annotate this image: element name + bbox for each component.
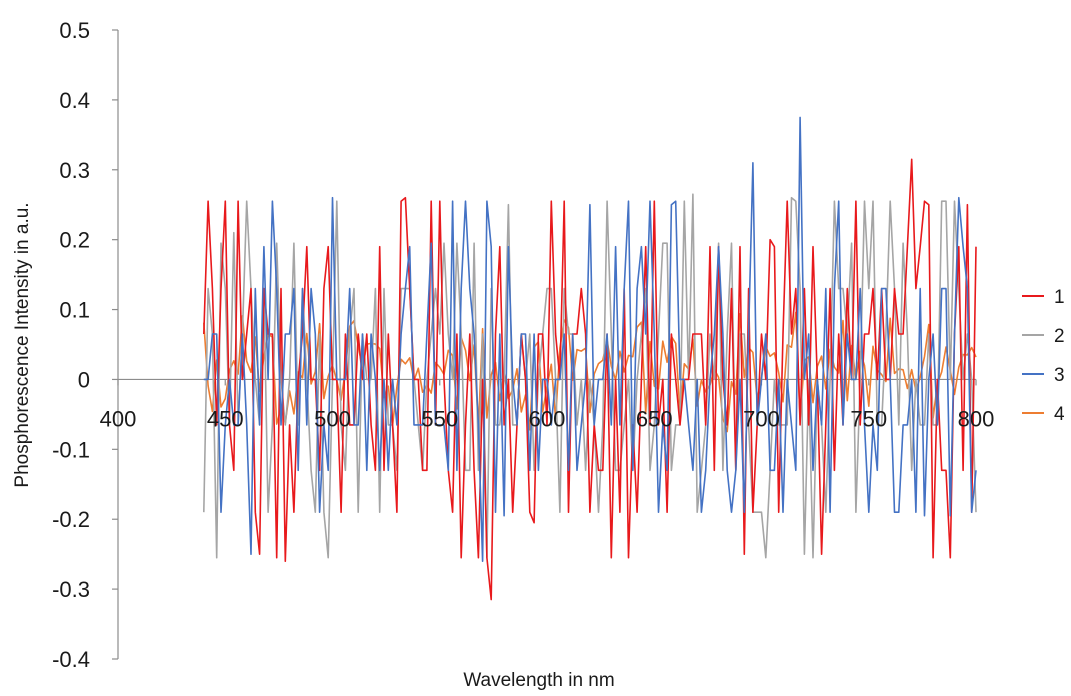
y-tick-label: -0.2	[52, 507, 90, 532]
y-tick-label: 0	[78, 367, 90, 392]
y-axis-title: Phosphorescence Intensity in a.u.	[12, 202, 33, 487]
x-tick-label: 700	[743, 406, 780, 431]
y-tick-label: 0.2	[59, 228, 90, 253]
y-tick-label: -0.1	[52, 437, 90, 462]
x-axis-title: Wavelength in nm	[463, 670, 614, 691]
x-tick-label: 750	[850, 406, 887, 431]
x-tick-label: 600	[529, 406, 566, 431]
series-line-1	[203, 158, 977, 601]
legend: 1 2 3 4	[1022, 287, 1065, 425]
y-tick-label: -0.3	[52, 577, 90, 602]
y-tick-label: -0.4	[52, 647, 90, 672]
x-tick-label: 500	[314, 406, 351, 431]
legend-label-2: 2	[1054, 326, 1065, 347]
x-tick-label: 650	[636, 406, 673, 431]
legend-label-1: 1	[1054, 287, 1065, 308]
y-tick-label: 0.4	[59, 88, 90, 113]
y-tick-label: 0.3	[59, 158, 90, 183]
legend-label-4: 4	[1054, 404, 1065, 425]
series-line-3	[203, 116, 977, 562]
x-tick-label: 400	[100, 406, 137, 431]
legend-label-3: 3	[1054, 365, 1065, 386]
x-tick-label: 800	[958, 406, 995, 431]
plot-series	[203, 116, 977, 601]
y-tick-label: 0.5	[59, 18, 90, 43]
tick-labels: 0.5 0.4 0.3 0.2 0.1 0 -0.1 -0.2 -0.3 -0.4 400 450 50…	[52, 18, 994, 672]
x-tick-label: 550	[421, 406, 458, 431]
x-tick-label: 450	[207, 406, 244, 431]
y-tick-label: 0.1	[59, 298, 90, 323]
